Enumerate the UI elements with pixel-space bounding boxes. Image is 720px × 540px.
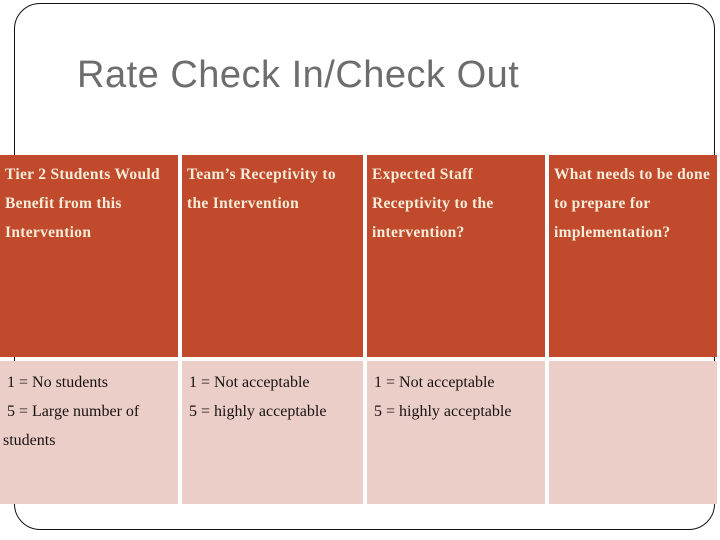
header-line: to prepare for xyxy=(554,195,651,212)
body-cell-staff-scale: 1 = Not acceptable 5 = highly acceptable xyxy=(367,361,545,504)
header-cell-prepare-implementation: What needs to be done to prepare for imp… xyxy=(549,155,717,357)
body-cell-team-scale: 1 = Not acceptable 5 = highly acceptable xyxy=(182,361,363,504)
scale-line: students xyxy=(3,432,56,449)
scale-line: 1 = No students xyxy=(3,374,109,391)
header-line: Receptivity to the xyxy=(372,195,494,212)
header-line: Expected Staff xyxy=(372,166,474,183)
header-cell-team-receptivity: Team’s Receptivity to the Intervention xyxy=(182,155,363,357)
scale-line: 5 = highly acceptable xyxy=(370,403,512,420)
scale-line: 5 = Large number of xyxy=(3,403,140,420)
header-line: Tier 2 Students Would xyxy=(5,166,160,183)
scale-line: 1 = Not acceptable xyxy=(370,374,495,391)
body-cell-students-scale: 1 = No students 5 = Large number of stud… xyxy=(0,361,178,504)
header-line: What needs to be done xyxy=(554,166,711,183)
header-cell-staff-receptivity: Expected Staff Receptivity to the interv… xyxy=(367,155,545,357)
header-line: implementation? xyxy=(554,224,671,241)
header-line: the Intervention xyxy=(187,195,299,212)
header-line: Team’s Receptivity to xyxy=(187,166,336,183)
header-line: Intervention xyxy=(5,224,92,241)
ratings-table: Tier 2 Students Would Benefit from this … xyxy=(0,155,717,504)
header-line: intervention? xyxy=(372,224,465,241)
scale-line: 1 = Not acceptable xyxy=(185,374,310,391)
header-line: Benefit from this xyxy=(5,195,122,212)
header-cell-tier2-students: Tier 2 Students Would Benefit from this … xyxy=(0,155,178,357)
body-cell-empty xyxy=(549,361,717,504)
slide-title: Rate Check In/Check Out xyxy=(77,54,520,96)
scale-line: 5 = highly acceptable xyxy=(185,403,327,420)
